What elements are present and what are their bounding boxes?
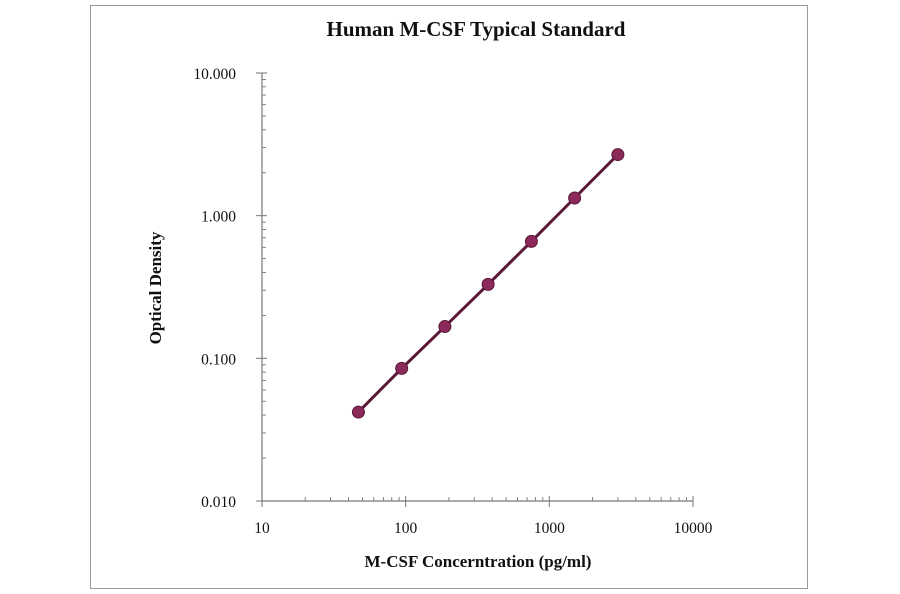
axes <box>261 73 693 502</box>
data-point <box>568 191 582 205</box>
x-axis-label: M-CSF Concerntration (pg/ml) <box>365 552 592 571</box>
data-point <box>524 234 538 248</box>
data-point <box>481 277 495 291</box>
ticks <box>256 72 694 507</box>
data-point <box>395 361 409 375</box>
series <box>351 148 625 419</box>
data-point <box>351 405 365 419</box>
y-tick-label: 0.100 <box>201 351 236 368</box>
x-tick-label: 10000 <box>674 520 713 537</box>
data-point <box>611 148 625 162</box>
y-tick-label: 0.010 <box>201 494 236 511</box>
x-tick-label: 1000 <box>534 520 565 537</box>
tick-labels: 0.010 0.100 1.000 10.000 10 100 1000 10000 <box>193 66 712 537</box>
y-tick-label: 10.000 <box>193 66 236 83</box>
chart-title: Human M-CSF Typical Standard <box>327 17 626 41</box>
x-tick-label: 10 <box>254 520 270 537</box>
chart-frame <box>90 5 808 589</box>
y-tick-label: 1.000 <box>201 209 236 226</box>
data-point <box>438 320 452 334</box>
x-tick-label: 100 <box>394 520 418 537</box>
y-axis-label: Optical Density <box>146 231 165 344</box>
